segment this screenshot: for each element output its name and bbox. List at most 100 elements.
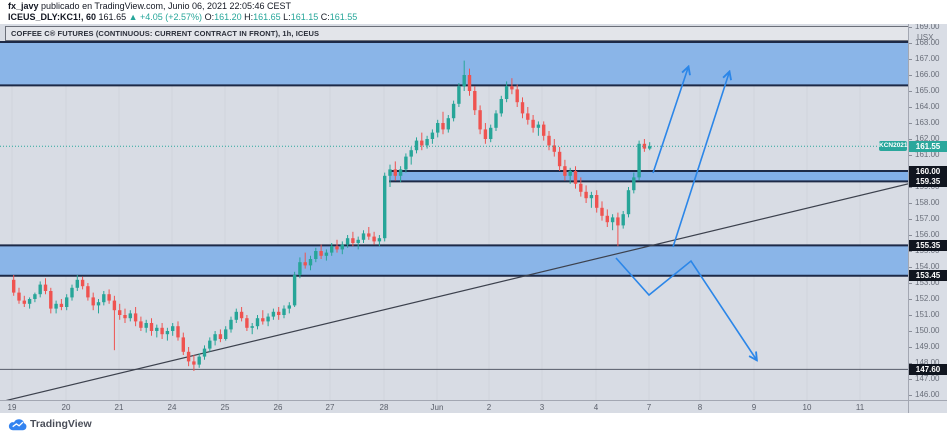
current-price-label: 161.55 — [909, 140, 947, 152]
price-tick-mark — [909, 59, 912, 60]
time-tick: 21 — [114, 403, 124, 412]
chart-legend-bar: COFFEE C® FUTURES (CONTINUOUS: CURRENT C… — [5, 26, 912, 41]
price-tick: 165.00 — [915, 86, 940, 95]
price-tick-mark — [909, 187, 912, 188]
zone-supply[interactable] — [0, 42, 908, 86]
time-tick: 3 — [539, 403, 545, 412]
price-tick-mark — [909, 75, 912, 76]
trendline[interactable] — [0, 181, 920, 402]
price-tick: 166.00 — [915, 70, 940, 79]
level-price-label: 153.45 — [909, 270, 947, 282]
time-tick: 27 — [325, 403, 335, 412]
tradingview-logo-icon[interactable] — [7, 417, 28, 432]
price-tick: 162.00 — [915, 134, 940, 143]
low-label: L: — [283, 12, 291, 22]
tradingview-wordmark[interactable]: TradingView — [30, 418, 92, 430]
time-tick: 10 — [802, 403, 812, 412]
price-tick-mark — [909, 251, 912, 252]
level-price-label: 147.60 — [909, 363, 947, 375]
price-tick: 153.00 — [915, 278, 940, 287]
last-price: 161.65 — [98, 12, 127, 22]
price-tick: 146.00 — [915, 390, 940, 399]
price-tick-mark — [909, 203, 912, 204]
time-tick: 24 — [167, 403, 177, 412]
price-tick: 161.00 — [915, 150, 940, 159]
time-tick: 25 — [220, 403, 230, 412]
high-label: H: — [244, 12, 254, 22]
price-tick: 168.00 — [915, 38, 940, 47]
level-price-label: 159.35 — [909, 175, 947, 187]
price-tick-mark — [909, 123, 912, 124]
price-tick-mark — [909, 331, 912, 332]
price-tick: 154.00 — [915, 262, 940, 271]
price-tick-mark — [909, 155, 912, 156]
price-tick-mark — [909, 315, 912, 316]
price-tick: 151.00 — [915, 310, 940, 319]
price-tick-mark — [909, 267, 912, 268]
drawn-arrow-3[interactable] — [615, 257, 756, 359]
time-tick: 26 — [273, 403, 283, 412]
price-tick: 169.00 — [915, 24, 940, 31]
price-tick-mark — [909, 27, 912, 28]
close-value: 161.55 — [329, 12, 358, 22]
drawn-arrow-1[interactable] — [652, 68, 688, 174]
time-tick: 20 — [61, 403, 71, 412]
price-tick-mark — [909, 91, 912, 92]
price-tick-mark — [909, 283, 912, 284]
open-label: O: — [204, 12, 215, 22]
time-tick: 11 — [855, 403, 865, 412]
chart-area[interactable]: COFFEE C® FUTURES (CONTINUOUS: CURRENT C… — [0, 24, 947, 413]
time-tick: Jun — [430, 403, 444, 412]
level-price-label: 155.35 — [909, 239, 947, 251]
drawn-arrow-2[interactable] — [672, 73, 729, 248]
price-tick: 167.00 — [915, 54, 940, 63]
price-tick: 148.00 — [915, 358, 940, 367]
time-tick: 28 — [379, 403, 389, 412]
time-tick: 8 — [697, 403, 703, 412]
price-chart[interactable] — [0, 24, 947, 413]
price-tick-mark — [909, 107, 912, 108]
price-tick: 149.00 — [915, 342, 940, 351]
time-tick: 19 — [7, 403, 17, 412]
publish-info: fx_javy publicado en TradingView.com, Ju… — [8, 1, 291, 11]
price-tick-mark — [909, 235, 912, 236]
high-value: 161.65 — [253, 12, 281, 22]
time-axis-divider — [0, 400, 947, 401]
level-price-label: 160.00 — [909, 165, 947, 177]
price-tick-mark — [909, 363, 912, 364]
price-change: ▲ +4.05 (+2.57%) — [128, 12, 203, 22]
price-tick-mark — [909, 347, 912, 348]
publish-text: publicado en TradingView.com, Junio 06, … — [38, 1, 292, 11]
symbol-ohlc-line: ICEUS_DLY:KC1!, 60 161.65 ▲ +4.05 (+2.57… — [8, 12, 357, 22]
price-tick-mark — [909, 43, 912, 44]
price-tick: 150.00 — [915, 326, 940, 335]
close-label: C: — [320, 12, 330, 22]
time-tick: 4 — [593, 403, 599, 412]
time-tick: 7 — [646, 403, 652, 412]
price-tick: 156.00 — [915, 230, 940, 239]
price-tick: 158.00 — [915, 198, 940, 207]
zone-level-band[interactable] — [389, 171, 908, 182]
price-tick: 163.00 — [915, 118, 940, 127]
time-tick: 9 — [751, 403, 757, 412]
price-chart-canvas[interactable] — [0, 24, 947, 413]
symbol-name: ICEUS_DLY:KC1!, 60 — [8, 12, 97, 22]
price-axis[interactable]: USX 169.00 168.00 167.00 166.00 165.00 164.00 1… — [908, 24, 947, 413]
price-tick-mark — [909, 299, 912, 300]
time-tick: 2 — [486, 403, 492, 412]
price-tick: 164.00 — [915, 102, 940, 111]
price-tick-mark — [909, 379, 912, 380]
price-axis-unit: USX — [917, 33, 934, 42]
low-value: 161.15 — [290, 12, 319, 22]
contract-badge: KCN2021 — [879, 141, 908, 152]
price-tick-mark — [909, 219, 912, 220]
price-tick: 147.00 — [915, 374, 940, 383]
author-name: fx_javy — [8, 1, 39, 11]
price-tick: 152.00 — [915, 294, 940, 303]
zone-demand[interactable] — [0, 245, 908, 276]
price-tick-mark — [909, 395, 912, 396]
candles — [12, 60, 652, 371]
open-value: 161.20 — [214, 12, 242, 22]
price-tick-mark — [909, 139, 912, 140]
